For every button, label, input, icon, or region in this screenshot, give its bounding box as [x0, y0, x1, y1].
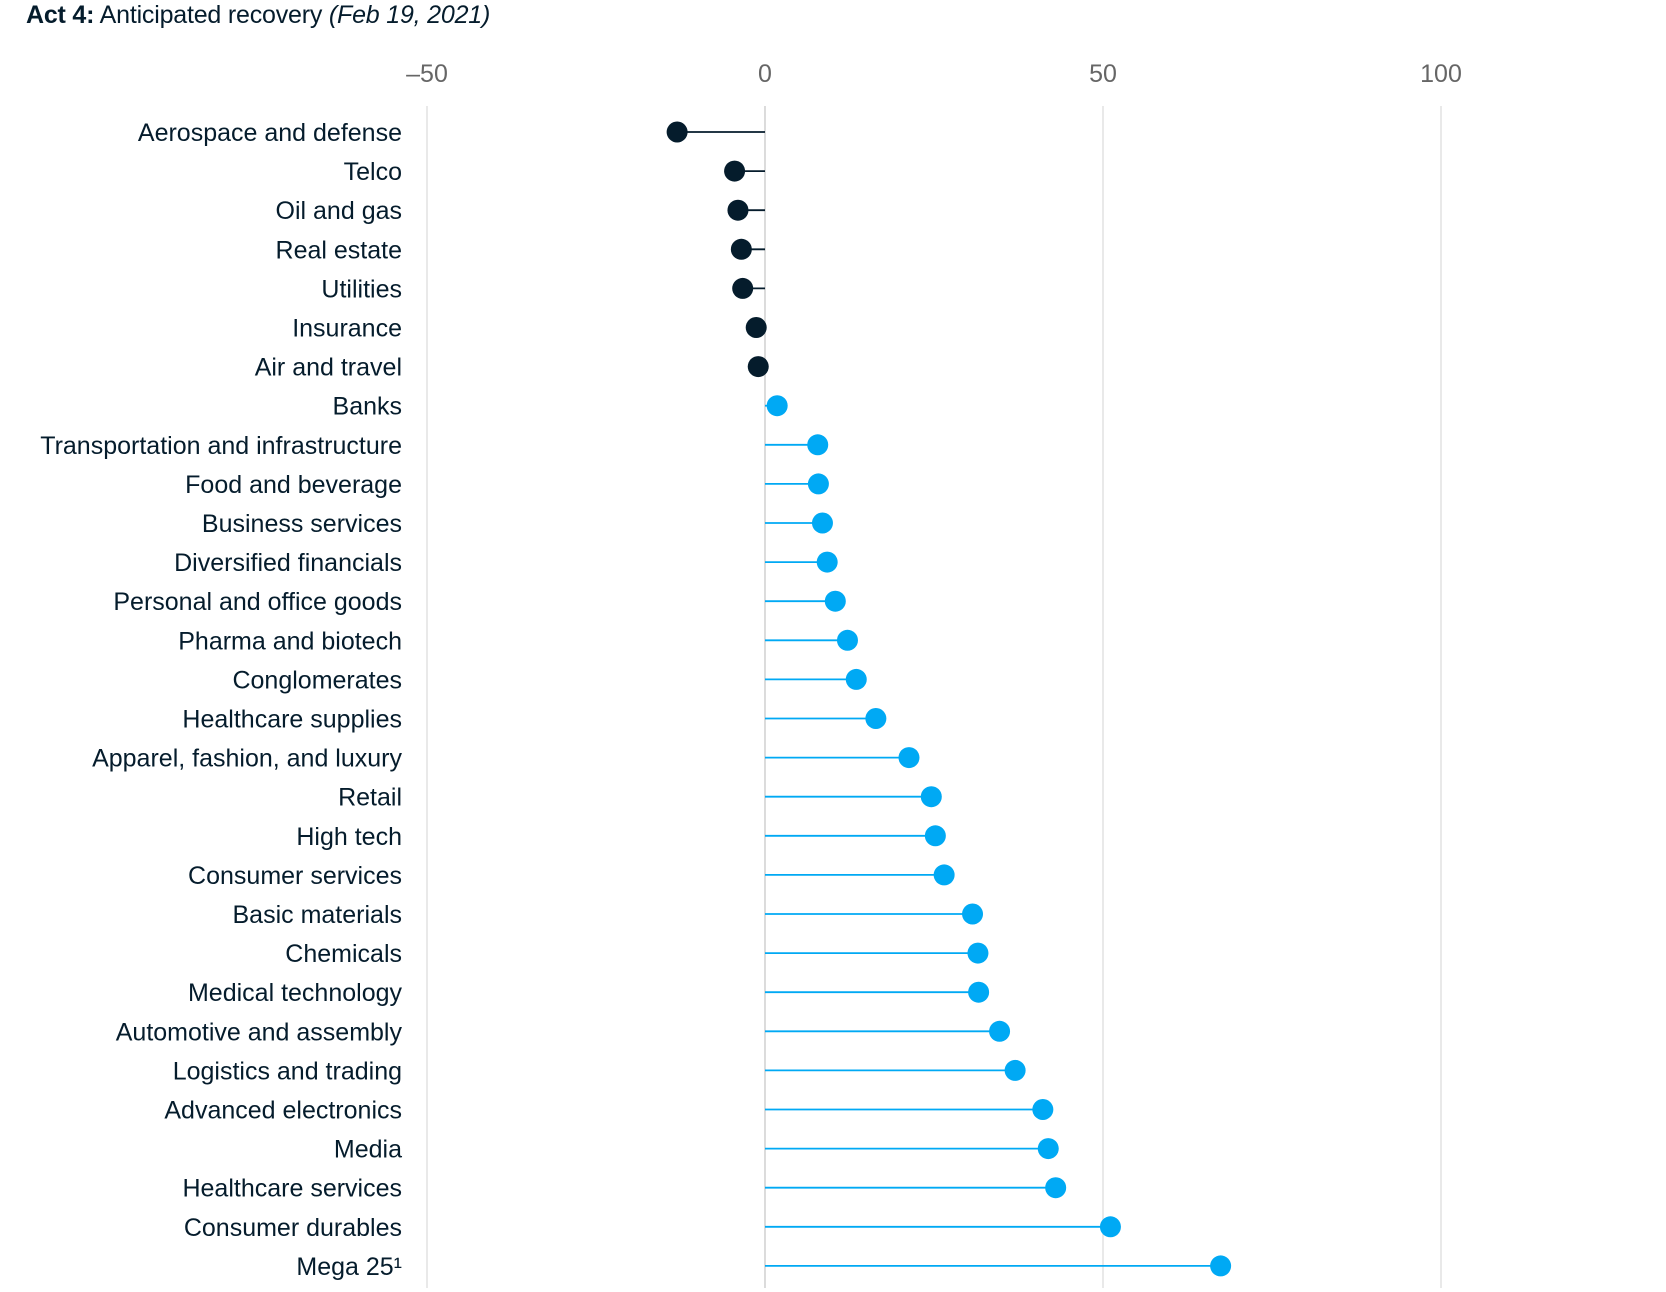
data-point [968, 981, 990, 1003]
category-label: Apparel, fashion, and luxury [92, 745, 402, 773]
category-label: Telco [344, 158, 402, 186]
category-label: Air and travel [255, 354, 402, 382]
category-label: Transportation and infrastructure [40, 432, 402, 460]
data-point [1004, 1059, 1026, 1081]
gridlines [426, 106, 1442, 1288]
x-tick-label: 100 [1420, 60, 1462, 88]
data-point [747, 356, 769, 378]
data-point [1210, 1255, 1232, 1277]
data-point [845, 668, 867, 690]
category-label: Aerospace and defense [138, 119, 402, 147]
category-label: Automotive and assembly [116, 1018, 403, 1046]
data-point [920, 786, 942, 808]
category-label: Mega 25¹ [296, 1253, 402, 1281]
category-label: Basic materials [233, 901, 403, 929]
category-label: Advanced electronics [164, 1097, 402, 1125]
data-point [865, 708, 887, 729]
category-label: Personal and office goods [113, 588, 402, 616]
data-point [807, 434, 829, 456]
category-label: Business services [202, 510, 402, 538]
category-label: Diversified financials [174, 549, 402, 577]
category-label: Healthcare supplies [182, 706, 402, 734]
category-label: Logistics and trading [173, 1057, 402, 1085]
chart-title-lead: Act 4: [26, 1, 95, 29]
data-point [766, 395, 788, 417]
category-label: High tech [296, 823, 402, 851]
data-point [1045, 1177, 1067, 1199]
data-point [816, 551, 838, 573]
category-label: Healthcare services [182, 1175, 402, 1203]
data-point [933, 864, 955, 886]
chart-title: Act 4: Anticipated recovery (Feb 19, 202… [26, 0, 490, 30]
dots [666, 121, 1232, 1277]
x-tick-label: 0 [758, 60, 772, 88]
data-point [824, 590, 846, 612]
category-label: Consumer durables [184, 1214, 402, 1242]
category-label: Consumer services [188, 862, 402, 890]
data-point [724, 160, 746, 182]
category-label: Food and beverage [185, 471, 402, 499]
category-labels: Aerospace and defense Telco Oil and gas Rea… [40, 119, 402, 1281]
data-point [732, 277, 754, 299]
x-axis-ticks: –50 0 50 100 [406, 60, 1462, 88]
chart-title-text: Anticipated recovery [99, 1, 323, 29]
category-label: Retail [338, 784, 402, 812]
data-point [1099, 1216, 1121, 1238]
stems [677, 131, 1221, 1267]
category-label: Real estate [276, 236, 402, 264]
data-point [1032, 1099, 1054, 1120]
data-point [1037, 1138, 1059, 1160]
category-label: Pharma and biotech [178, 627, 402, 655]
data-point [727, 199, 749, 221]
data-point [967, 942, 989, 964]
data-point [989, 1020, 1011, 1042]
data-point [730, 238, 752, 260]
category-label: Media [334, 1136, 402, 1164]
data-point [811, 512, 833, 534]
category-label: Oil and gas [276, 197, 402, 225]
category-label: Conglomerates [232, 666, 402, 694]
data-point [924, 825, 946, 847]
x-tick-label: 50 [1089, 60, 1117, 88]
data-point [666, 121, 688, 143]
category-label: Medical technology [188, 979, 403, 1007]
data-point [836, 629, 858, 651]
data-point [807, 473, 829, 495]
x-tick-label: –50 [406, 60, 448, 88]
chart-title-date: (Feb 19, 2021) [328, 1, 491, 29]
data-point [745, 317, 767, 338]
data-point [898, 747, 920, 769]
category-label: Insurance [292, 315, 402, 343]
category-label: Banks [333, 393, 402, 421]
data-point [962, 903, 984, 925]
category-label: Utilities [321, 275, 402, 303]
category-label: Chemicals [285, 940, 402, 968]
